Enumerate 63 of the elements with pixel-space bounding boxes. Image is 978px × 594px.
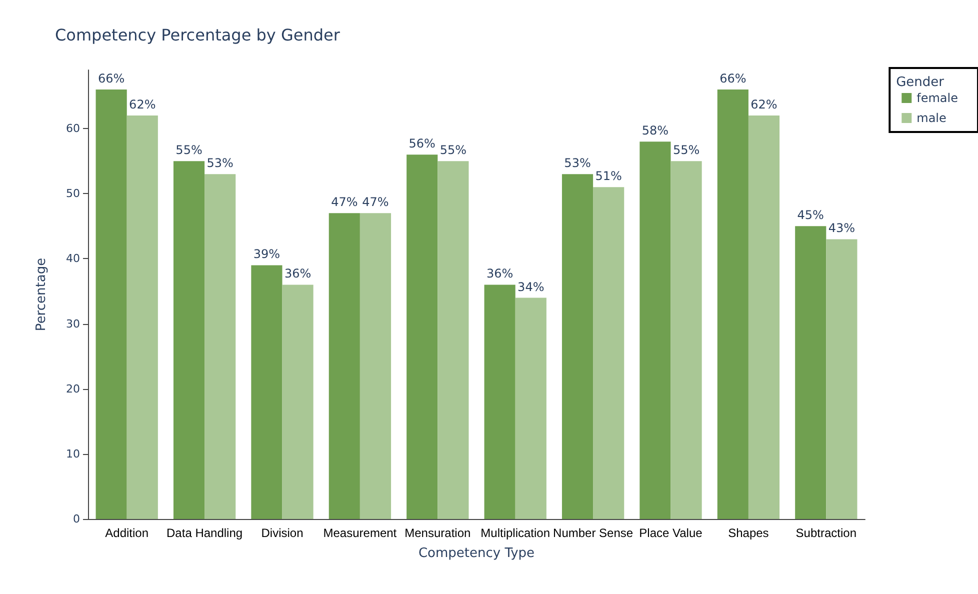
- data-label: 62%: [750, 98, 778, 112]
- x-axis-title: Competency Type: [418, 546, 535, 561]
- data-label: 55%: [440, 143, 467, 158]
- data-label: 47%: [362, 195, 389, 210]
- bar: [251, 265, 282, 519]
- data-label: 45%: [797, 208, 824, 222]
- bar: [795, 226, 826, 519]
- bar: [670, 161, 702, 519]
- legend-label: male: [916, 111, 946, 125]
- data-label: 56%: [408, 136, 436, 151]
- bar: [438, 161, 469, 519]
- x-tick-label: Shapes: [728, 526, 769, 540]
- bar: [640, 142, 671, 519]
- bar: [515, 298, 546, 519]
- y-axis-title: Percentage: [34, 258, 49, 332]
- x-tick-label: Measurement: [323, 526, 398, 540]
- x-tick-label: Subtraction: [796, 526, 856, 540]
- x-tick-label: Division: [261, 526, 304, 540]
- x-tick-label: Multiplication: [480, 526, 550, 540]
- data-label: 66%: [720, 72, 746, 86]
- bar: [717, 90, 748, 519]
- data-label: 66%: [98, 72, 125, 86]
- data-label: 43%: [828, 221, 856, 236]
- bar: [282, 284, 314, 519]
- x-tick-label: Place Value: [639, 526, 703, 540]
- y-tick-label: 60: [66, 122, 80, 136]
- data-label: 47%: [331, 195, 358, 210]
- data-label: 51%: [595, 169, 622, 184]
- y-tick-label: 40: [66, 252, 80, 266]
- bar: [96, 90, 127, 519]
- data-label: 53%: [206, 156, 234, 170]
- legend-label: female: [916, 91, 958, 105]
- data-label: 58%: [642, 124, 669, 138]
- data-label: 62%: [129, 98, 156, 112]
- bar: [406, 154, 438, 519]
- bar: [328, 213, 360, 519]
- bar: [593, 187, 624, 519]
- legend-title: Gender: [896, 75, 945, 90]
- data-label: 34%: [518, 280, 544, 294]
- bar: [360, 213, 392, 519]
- y-tick-label: 30: [66, 317, 80, 330]
- y-tick-label: 10: [66, 447, 80, 460]
- data-label: 36%: [284, 266, 312, 281]
- bar: [826, 239, 858, 519]
- data-label: 39%: [253, 247, 280, 262]
- x-tick-label: Number Sense: [553, 526, 634, 540]
- bar: [126, 116, 158, 519]
- data-label: 36%: [486, 266, 514, 281]
- data-label: 55%: [176, 143, 202, 158]
- bar: [484, 284, 516, 519]
- x-tick-label: Data Handling: [166, 526, 243, 540]
- chart-title: Competency Percentage by Gender: [55, 26, 340, 44]
- bar: [562, 174, 594, 519]
- y-tick-label: 50: [66, 187, 80, 200]
- bar: [173, 161, 205, 519]
- bar: [748, 116, 780, 519]
- y-tick-label: 0: [73, 512, 80, 526]
- x-tick-label: Addition: [105, 526, 149, 540]
- data-label: 53%: [564, 156, 591, 170]
- data-label: 55%: [672, 143, 700, 158]
- y-tick-label: 20: [66, 382, 80, 396]
- x-tick-label: Mensuration: [404, 526, 471, 540]
- bar: [204, 174, 236, 519]
